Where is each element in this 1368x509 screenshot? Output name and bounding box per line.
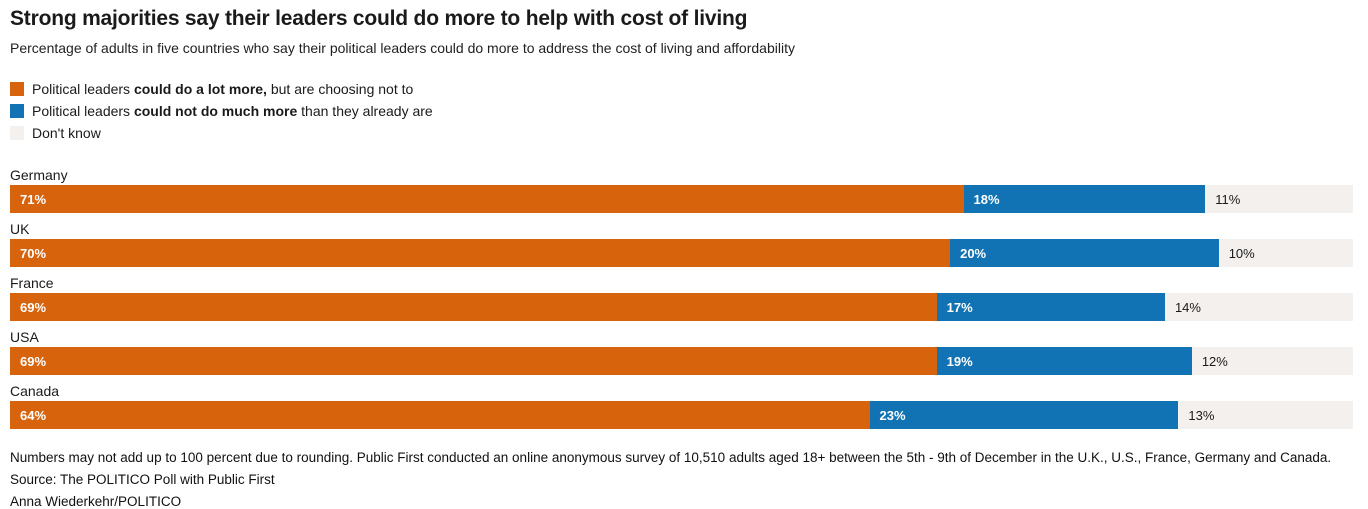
segment-could-not-do-more: 17% — [936, 293, 1165, 321]
bar-row-canada: Canada 64% 23% 13% — [10, 382, 1353, 429]
segment-value: 70% — [20, 245, 47, 261]
segment-could-do-more: 69% — [10, 347, 937, 375]
legend-item-dont-know: Don't know — [10, 122, 1353, 144]
bar-row-germany: Germany 71% 18% 11% — [10, 166, 1353, 213]
segment-could-do-more: 71% — [10, 185, 964, 213]
gray-swatch-icon — [10, 126, 24, 140]
segment-value: 18% — [973, 191, 1000, 207]
byline: Anna Wiederkehr/POLITICO — [10, 494, 182, 509]
segment-could-not-do-more: 23% — [869, 401, 1179, 429]
segment-dont-know: 13% — [1178, 401, 1353, 429]
legend: Political leaders could do a lot more, b… — [10, 78, 1353, 144]
segment-value: 19% — [946, 353, 973, 369]
segment-could-do-more: 69% — [10, 293, 937, 321]
orange-swatch-icon — [10, 82, 24, 96]
footnote: Numbers may not add up to 100 percent du… — [10, 450, 1332, 465]
country-label: Germany — [10, 167, 68, 183]
legend-label: Don't know — [32, 125, 101, 141]
segment-value: 69% — [20, 353, 47, 369]
stacked-bar: 69% 17% 14% — [10, 293, 1353, 321]
segment-value: 11% — [1215, 191, 1241, 207]
country-label: Canada — [10, 383, 60, 399]
segment-value: 23% — [879, 407, 906, 423]
segment-could-do-more: 64% — [10, 401, 870, 429]
segment-value: 10% — [1228, 245, 1255, 261]
page-subtitle: Percentage of adults in five countries w… — [10, 40, 795, 56]
bar-row-uk: UK 70% 20% 10% — [10, 220, 1353, 267]
page-title: Strong majorities say their leaders coul… — [10, 7, 748, 30]
country-label: France — [10, 275, 54, 291]
segment-value: 64% — [20, 407, 47, 423]
segment-dont-know: 10% — [1218, 239, 1353, 267]
segment-value: 13% — [1188, 407, 1215, 423]
legend-item-could-do-more: Political leaders could do a lot more, b… — [10, 78, 1353, 100]
segment-value: 14% — [1174, 299, 1201, 315]
bar-row-usa: USA 69% 19% 12% — [10, 328, 1353, 375]
stacked-bar: 64% 23% 13% — [10, 401, 1353, 429]
country-label: USA — [10, 329, 39, 345]
segment-dont-know: 12% — [1191, 347, 1353, 375]
segment-value: 71% — [20, 191, 47, 207]
country-label: UK — [10, 221, 30, 237]
segment-could-not-do-more: 18% — [963, 185, 1206, 213]
segment-value: 17% — [946, 299, 973, 315]
segment-value: 12% — [1201, 353, 1228, 369]
legend-item-could-not-do-more: Political leaders could not do much more… — [10, 100, 1353, 122]
segment-could-not-do-more: 19% — [936, 347, 1192, 375]
segment-value: 69% — [20, 299, 47, 315]
stacked-bar-chart: Germany 71% 18% 11% UK 70% 20% 10% Franc… — [10, 166, 1353, 429]
stacked-bar: 70% 20% 10% — [10, 239, 1353, 267]
segment-could-do-more: 70% — [10, 239, 951, 267]
segment-value: 20% — [960, 245, 987, 261]
segment-dont-know: 11% — [1205, 185, 1353, 213]
stacked-bar: 69% 19% 12% — [10, 347, 1353, 375]
segment-could-not-do-more: 20% — [950, 239, 1219, 267]
stacked-bar: 71% 18% 11% — [10, 185, 1353, 213]
blue-swatch-icon — [10, 104, 24, 118]
footer: Numbers may not add up to 100 percent du… — [10, 447, 1353, 509]
legend-label: Political leaders could not do much more… — [32, 103, 433, 119]
segment-dont-know: 14% — [1164, 293, 1353, 321]
bar-row-france: France 69% 17% 14% — [10, 274, 1353, 321]
source-line: Source: The POLITICO Poll with Public Fi… — [10, 472, 275, 487]
legend-label: Political leaders could do a lot more, b… — [32, 81, 414, 97]
